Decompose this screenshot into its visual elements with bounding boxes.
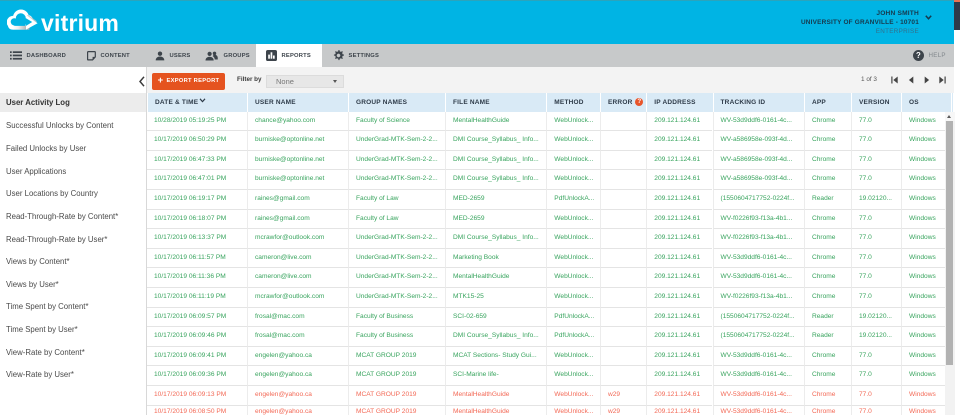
svg-text:?: ?: [916, 51, 921, 60]
